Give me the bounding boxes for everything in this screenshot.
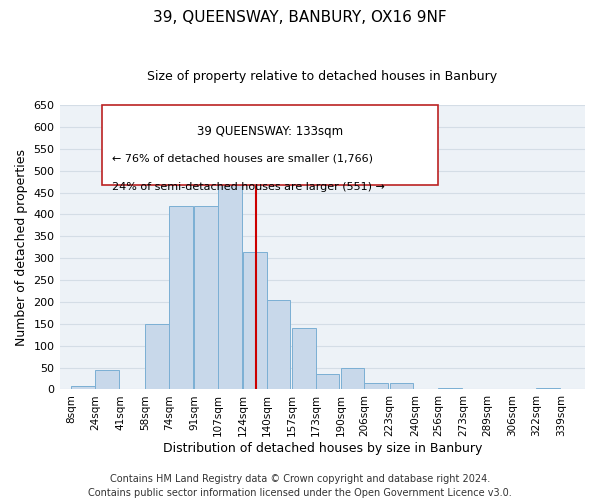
Text: 39, QUEENSWAY, BANBURY, OX16 9NF: 39, QUEENSWAY, BANBURY, OX16 9NF (153, 10, 447, 25)
Y-axis label: Number of detached properties: Number of detached properties (15, 148, 28, 346)
Bar (267, 300, 290, 390)
Bar (169, 206, 193, 390)
Bar (341, 368, 364, 390)
Text: 24% of semi-detached houses are larger (551) →: 24% of semi-detached houses are larger (… (112, 182, 385, 192)
Bar (536, 388, 560, 390)
Text: ← 76% of detached houses are smaller (1,766): ← 76% of detached houses are smaller (1,… (112, 154, 373, 164)
Bar (292, 328, 316, 390)
Bar (389, 383, 413, 390)
Bar (439, 388, 462, 390)
Text: Contains HM Land Registry data © Crown copyright and database right 2024.
Contai: Contains HM Land Registry data © Crown c… (88, 474, 512, 498)
Bar (243, 252, 267, 390)
Bar (71, 386, 95, 390)
Title: Size of property relative to detached houses in Banbury: Size of property relative to detached ho… (147, 70, 497, 83)
Bar (194, 206, 218, 390)
Bar (145, 324, 169, 390)
Bar (218, 158, 242, 390)
Bar (316, 374, 339, 390)
Text: 39 QUEENSWAY: 133sqm: 39 QUEENSWAY: 133sqm (197, 125, 343, 138)
Bar (364, 383, 388, 390)
X-axis label: Distribution of detached houses by size in Banbury: Distribution of detached houses by size … (163, 442, 482, 455)
FancyBboxPatch shape (101, 105, 438, 184)
Bar (95, 370, 119, 390)
